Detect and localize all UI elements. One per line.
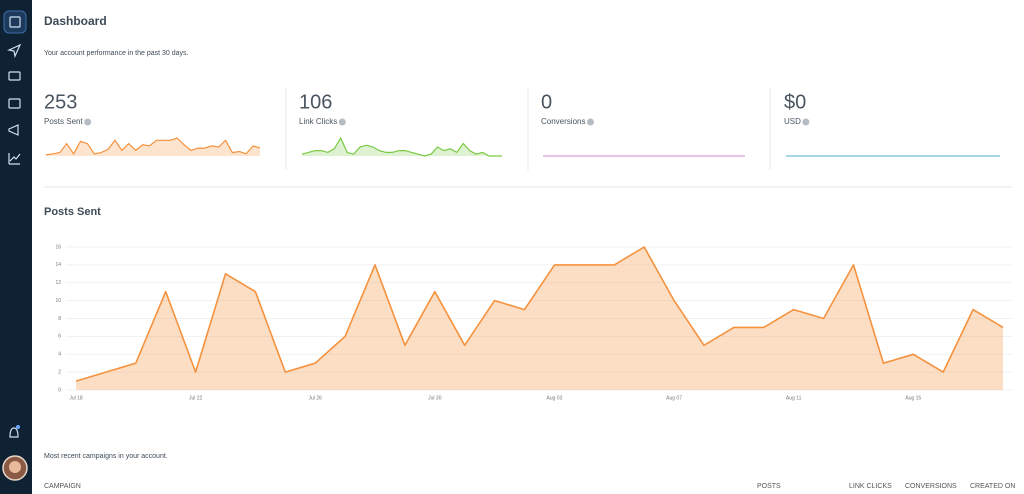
x-tick-label: Aug 15 — [905, 395, 921, 401]
info-icon — [802, 118, 810, 126]
nav-inbox[interactable] — [8, 98, 21, 109]
kpi-value: 106 — [299, 91, 332, 113]
kpi-value: 253 — [44, 91, 77, 113]
y-tick-label: 0 — [58, 387, 61, 393]
y-tick-label: 6 — [58, 334, 61, 340]
line — [75, 246, 1004, 382]
nav-messages[interactable] — [8, 71, 21, 81]
nav-campaigns[interactable] — [8, 124, 19, 136]
avatar-face — [9, 461, 21, 473]
kpi-label: Posts Sent — [44, 117, 83, 126]
sparkline — [45, 137, 261, 156]
y-tick-label: 16 — [55, 244, 61, 250]
x-tick-label: Jul 26 — [309, 395, 323, 401]
y-tick-label: 10 — [55, 298, 61, 304]
table-caption: Most recent campaigns in your account. — [44, 453, 168, 460]
page-title: Dashboard — [44, 14, 107, 28]
kpi-value: $0 — [784, 91, 806, 113]
x-tick-label: Jul 18 — [69, 395, 83, 401]
x-tick-label: Jul 30 — [428, 395, 442, 401]
y-tick-label: 4 — [58, 352, 61, 358]
table-header: POSTS — [757, 483, 781, 490]
x-tick-label: Aug 11 — [786, 395, 802, 401]
table-header: LINK CLICKS — [849, 483, 892, 490]
sidebar — [0, 0, 32, 494]
x-tick-label: Jul 22 — [189, 395, 203, 401]
sparkline-area — [46, 138, 260, 156]
nav-notifications[interactable] — [9, 427, 19, 438]
x-tick-label: Aug 07 — [666, 395, 682, 401]
kpi-value: 0 — [541, 91, 552, 113]
info-icon — [338, 118, 346, 126]
y-tick-label: 14 — [55, 262, 61, 268]
sparkline — [301, 136, 502, 157]
y-tick-label: 12 — [55, 280, 61, 286]
notification-dot — [16, 425, 20, 429]
x-tick-label: Aug 03 — [547, 395, 563, 401]
table-header: CONVERSIONS — [905, 483, 957, 490]
page-subtitle: Your account performance in the past 30 … — [44, 50, 189, 57]
chart-title: Posts Sent — [44, 206, 101, 218]
y-tick-label: 8 — [58, 316, 61, 322]
icon-dashboard — [9, 16, 21, 28]
kpi-label: Conversions — [541, 117, 585, 126]
info-icon — [84, 118, 92, 126]
nav-dashboard[interactable] — [3, 10, 27, 34]
sparkline-area — [302, 138, 502, 156]
nav-send[interactable] — [7, 43, 22, 58]
table-header: CREATED ON — [970, 483, 1015, 490]
kpi-label: USD — [784, 117, 801, 126]
info-icon — [586, 118, 594, 126]
area-fill — [76, 247, 1003, 390]
y-tick-label: 2 — [58, 369, 61, 375]
table-header: CAMPAIGN — [44, 483, 81, 490]
kpi-label: Link Clicks — [299, 117, 337, 126]
nav-analytics[interactable] — [8, 153, 21, 165]
